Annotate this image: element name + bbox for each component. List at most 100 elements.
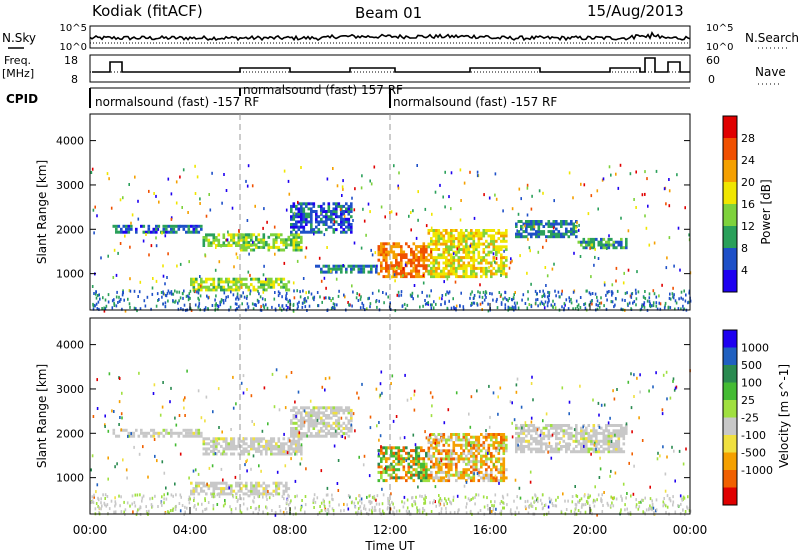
power-cell xyxy=(262,280,266,284)
power-cell xyxy=(362,270,366,274)
power-near-range-cell xyxy=(360,295,362,299)
velocity-near-range-cell xyxy=(242,497,245,501)
velocity-cell xyxy=(397,476,401,480)
power-near-range-cell xyxy=(624,299,626,302)
power-cell xyxy=(332,210,336,213)
power-near-range-cell xyxy=(359,306,362,310)
velocity-cell xyxy=(535,450,538,454)
power-cell xyxy=(432,261,436,265)
power-scatter-cell xyxy=(665,266,668,270)
power-scatter-cell xyxy=(252,240,254,244)
power-data-cells xyxy=(90,163,692,313)
velocity-cell xyxy=(345,432,348,436)
power-cell xyxy=(485,239,488,243)
power-near-range-cell xyxy=(504,291,507,295)
velocity-cell xyxy=(175,431,178,435)
velocity-cell xyxy=(567,437,571,441)
velocity-cell xyxy=(405,470,408,474)
power-scatter-cell xyxy=(330,299,332,302)
power-near-range-cell xyxy=(257,289,259,293)
velocity-cell xyxy=(480,457,483,461)
velocity-cell xyxy=(262,489,266,493)
power-near-range-cell xyxy=(462,305,465,309)
power-cell xyxy=(265,240,268,244)
power-near-range-cell xyxy=(621,298,624,302)
velocity-cell xyxy=(465,468,468,472)
power-cell xyxy=(200,288,203,292)
power-cell xyxy=(420,256,423,259)
velocity-cell xyxy=(245,437,248,441)
power-cell xyxy=(557,222,561,226)
power-near-range-cell xyxy=(285,292,288,295)
velocity-cell xyxy=(417,454,421,458)
power-cell xyxy=(335,270,338,274)
velocity-cell xyxy=(310,424,313,428)
velocity-cell xyxy=(262,481,266,485)
power-cell xyxy=(317,215,321,219)
velocity-cell xyxy=(210,481,213,485)
power-cell xyxy=(135,230,138,234)
power-cell xyxy=(270,283,273,287)
velocity-cell xyxy=(617,450,621,454)
power-cell xyxy=(207,285,211,289)
velocity-cell xyxy=(457,454,461,458)
velocity-scatter-cell xyxy=(447,408,450,412)
velocity-near-range-cell xyxy=(378,502,381,506)
power-cell xyxy=(202,285,206,289)
velocity-cell xyxy=(190,481,193,485)
power-near-range-cell xyxy=(530,305,533,309)
power-cell xyxy=(522,230,526,234)
velocity-cell xyxy=(492,446,496,450)
power-near-range-cell xyxy=(258,292,260,296)
power-cell xyxy=(522,235,526,239)
power-near-range-cell xyxy=(165,294,168,298)
power-near-range-cell xyxy=(548,294,550,297)
velocity-near-range-cell xyxy=(672,500,675,504)
velocity-cell xyxy=(522,450,526,454)
velocity-near-range-cell xyxy=(477,511,480,515)
velocity-cell xyxy=(525,424,528,427)
velocity-near-range-cell xyxy=(593,504,596,508)
x-tick-label: 16:00 xyxy=(473,523,508,537)
power-scatter-cell xyxy=(231,206,234,210)
power-cell xyxy=(430,242,433,246)
velocity-near-range-cell xyxy=(527,504,530,508)
velocity-cell xyxy=(452,446,456,450)
velocity-near-range-cell xyxy=(163,497,165,501)
velocity-cell xyxy=(277,449,281,453)
power-cell xyxy=(345,217,348,221)
velocity-near-range-cell xyxy=(154,494,156,498)
velocity-cell xyxy=(342,411,346,415)
velocity-cell xyxy=(550,424,553,427)
velocity-cell xyxy=(297,434,301,438)
velocity-near-range-cell xyxy=(502,496,505,500)
power-near-range-cell xyxy=(102,296,104,300)
power-near-range-cell xyxy=(178,290,181,294)
power-cell xyxy=(340,220,343,224)
velocity-cell xyxy=(342,427,346,430)
velocity-colorbar-swatch xyxy=(723,487,737,505)
power-cell xyxy=(415,256,418,259)
power-cell xyxy=(382,250,386,254)
power-cell xyxy=(445,248,448,251)
velocity-scatter-cell xyxy=(489,415,491,419)
power-cell xyxy=(562,232,566,236)
power-cell xyxy=(242,243,246,247)
power-cell xyxy=(275,277,278,281)
velocity-cell xyxy=(432,452,436,455)
power-scatter-cell xyxy=(297,200,299,204)
power-cell xyxy=(460,248,463,251)
velocity-cell xyxy=(435,470,438,474)
power-cell xyxy=(195,280,198,284)
power-near-range-cell xyxy=(188,292,191,296)
velocity-scatter-cell xyxy=(242,374,245,378)
power-cell xyxy=(435,231,438,235)
velocity-cell xyxy=(452,441,456,445)
power-cell xyxy=(232,280,236,284)
power-cell xyxy=(245,285,248,289)
velocity-near-range-cell xyxy=(253,496,256,500)
velocity-cell xyxy=(220,444,223,448)
power-near-range-cell xyxy=(606,298,608,302)
power-cell xyxy=(237,238,241,242)
power-cell xyxy=(412,266,416,270)
